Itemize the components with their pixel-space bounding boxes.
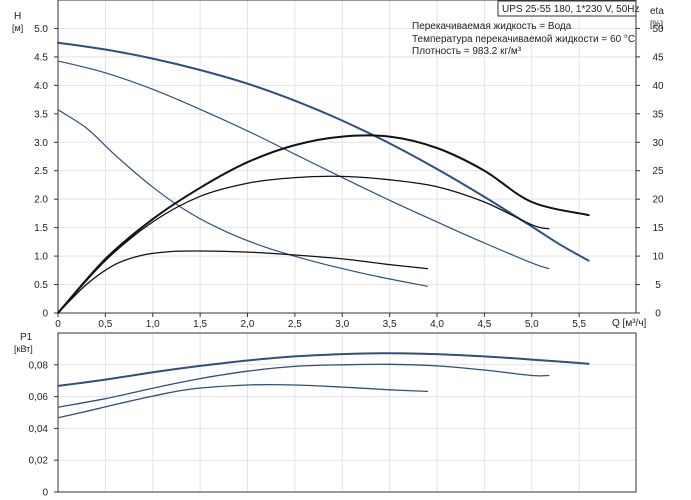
y2-tick-label: 10 xyxy=(652,252,664,263)
x-tick-label: 4,5 xyxy=(477,319,491,330)
x-tick-label: 3,5 xyxy=(383,319,397,330)
efficiency-curve xyxy=(57,250,429,314)
y-tick-label: 0,06 xyxy=(29,392,49,403)
x-tick-label: 0,5 xyxy=(98,319,112,330)
head-axis-unit: [м] xyxy=(12,23,23,33)
y-tick-label: 1.5 xyxy=(34,223,48,234)
y2-tick-label: 25 xyxy=(652,166,664,177)
x-tick-label: 2,5 xyxy=(288,319,302,330)
x-tick-label: 3,0 xyxy=(335,319,349,330)
y-tick-label: 4.0 xyxy=(34,81,48,92)
x-tick-label: 5,0 xyxy=(525,319,539,330)
head-curve xyxy=(57,41,590,262)
y-tick-label: 3.5 xyxy=(34,109,48,120)
power-curve xyxy=(57,352,590,387)
fluid-info-line: Перекачиваемая жидкость = Вода xyxy=(412,21,572,32)
head-efficiency-curves xyxy=(57,41,590,314)
y-tick-label: 0 xyxy=(42,488,48,499)
flow-axis-label: Q [м³/ч] xyxy=(612,318,647,329)
y-tick-label: 1.0 xyxy=(34,252,48,263)
y-tick-label: 0.5 xyxy=(34,280,48,291)
y-tick-label: 0,08 xyxy=(29,360,49,371)
head-curve xyxy=(57,109,429,287)
y2-tick-label: 0 xyxy=(655,309,661,320)
y2-tick-label: 35 xyxy=(652,109,664,120)
head-plot-frame xyxy=(57,0,637,314)
x-tick-label: 5,5 xyxy=(572,319,586,330)
model-label-box xyxy=(497,0,637,17)
y-tick-label: 0 xyxy=(42,309,48,320)
efficiency-curve xyxy=(57,175,550,314)
power-axis-unit: [кВт] xyxy=(14,344,33,354)
x-tick-label: 1,0 xyxy=(146,319,160,330)
y2-tick-label: 50 xyxy=(652,24,664,35)
y2-tick-label: 45 xyxy=(652,52,664,63)
fluid-info-line: Плотность = 983.2 кг/м³ xyxy=(412,46,522,57)
y2-tick-label: 5 xyxy=(655,280,661,291)
y-tick-label: 3.0 xyxy=(34,138,48,149)
power-plot-frame xyxy=(57,332,637,493)
y2-tick-label: 20 xyxy=(652,195,664,206)
y-tick-label: 0,04 xyxy=(29,424,49,435)
y2-tick-label: 40 xyxy=(652,81,664,92)
eta-axis-unit: [%] xyxy=(650,19,663,29)
power-curve xyxy=(57,363,550,408)
fluid-info-line: Температура перекачиваемой жидкости = 60… xyxy=(412,34,635,45)
efficiency-curve xyxy=(57,134,590,314)
x-tick-label: 1,5 xyxy=(193,319,207,330)
power-panel: 0 0,02 0,04 0,06 0,08 P1 [кВт] xyxy=(14,332,637,499)
y-tick-label: 2.5 xyxy=(34,166,48,177)
power-curve xyxy=(57,383,429,419)
power-grid xyxy=(58,333,636,492)
power-curves xyxy=(57,352,590,419)
y2-tick-label: 15 xyxy=(652,223,664,234)
x-tick-label: 4,0 xyxy=(430,319,444,330)
y-tick-label: 0,02 xyxy=(29,456,49,467)
x-tick-label: 2,0 xyxy=(241,319,255,330)
eta-axis-label: eta xyxy=(650,6,664,17)
y2-tick-label: 30 xyxy=(652,138,664,149)
model-label: UPS 25-55 180, 1*230 V, 50Hz xyxy=(502,4,640,15)
head-curve xyxy=(57,60,550,270)
power-axis-ticks: 0 0,02 0,04 0,06 0,08 xyxy=(29,360,58,499)
y-tick-label: 5.0 xyxy=(34,24,48,35)
y-tick-label: 2.0 xyxy=(34,195,48,206)
head-axis-ticks: 0 0,5 1,0 1,5 2,0 2,5 3,0 3,5 4,0 4,5 5,0 5,5 0 0.5 1.… xyxy=(34,24,664,330)
x-tick-label: 0 xyxy=(55,319,61,330)
head-efficiency-panel: 0 0,5 1,0 1,5 2,0 2,5 3,0 3,5 4,0 4,5 5,0 5,5 0 0.5 1.… xyxy=(12,0,664,330)
power-axis-label: P1 xyxy=(20,332,33,343)
y-tick-label: 4.5 xyxy=(34,52,48,63)
head-axis-label: H xyxy=(14,11,21,22)
